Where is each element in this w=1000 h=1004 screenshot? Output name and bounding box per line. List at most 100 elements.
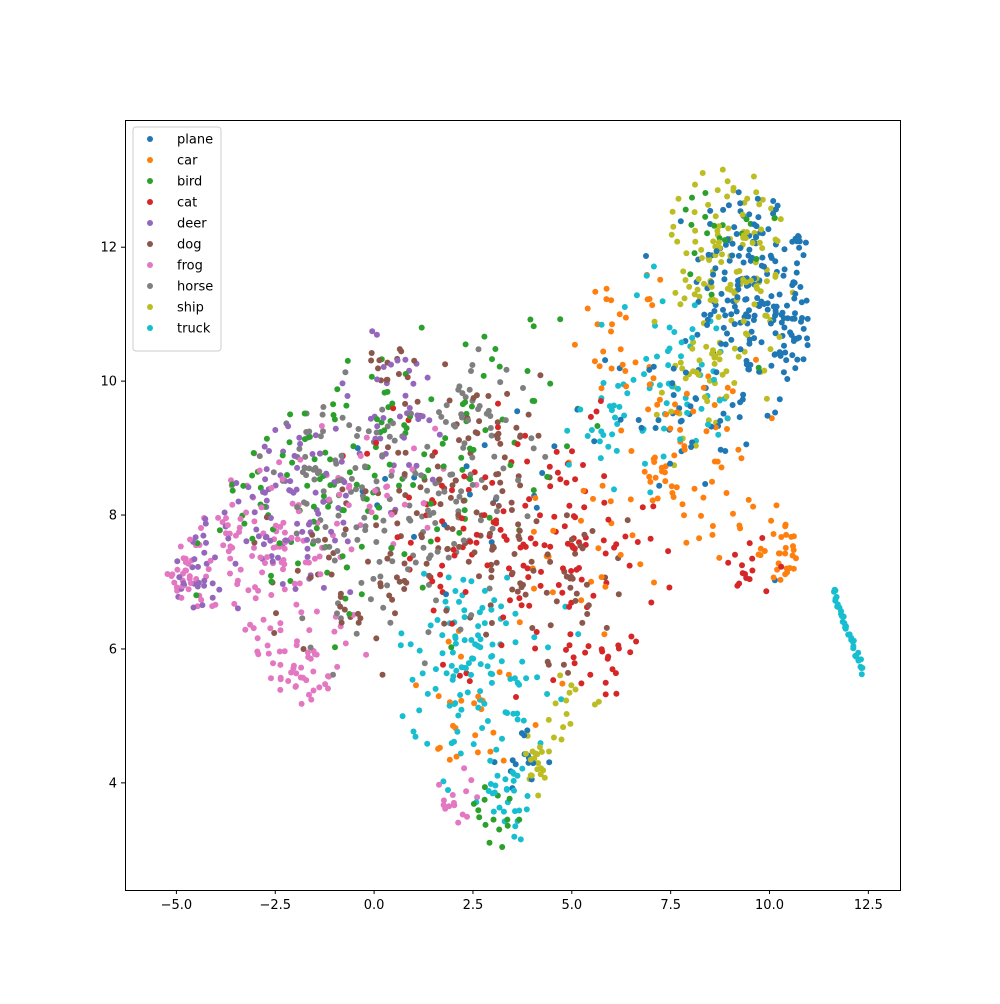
point-car (474, 749, 481, 756)
point-bird (475, 807, 482, 814)
point-cat (560, 565, 566, 572)
point-ship (675, 195, 682, 202)
point-truck (663, 400, 670, 407)
point-horse (405, 566, 411, 573)
point-truck (461, 637, 468, 644)
point-truck (449, 676, 456, 683)
point-truck (475, 623, 482, 630)
point-deer (415, 416, 422, 423)
point-frog (259, 569, 266, 576)
point-bird (687, 271, 694, 278)
point-frog (436, 781, 442, 788)
point-dog (568, 536, 575, 543)
point-bird (708, 291, 715, 298)
point-plane (772, 310, 779, 317)
point-bird (531, 398, 538, 404)
point-car (755, 551, 762, 558)
point-deer (413, 462, 420, 469)
point-bird (250, 450, 257, 456)
point-frog (255, 651, 262, 658)
point-cat (665, 548, 672, 555)
point-truck (715, 431, 722, 438)
point-horse (381, 527, 388, 534)
point-dog (396, 487, 403, 494)
point-car (736, 522, 743, 529)
point-car (532, 495, 539, 501)
point-plane (669, 380, 676, 387)
point-frog (384, 483, 391, 490)
point-bird (325, 503, 332, 510)
point-frog (440, 797, 447, 804)
point-horse (445, 554, 452, 561)
point-ship (557, 672, 564, 679)
point-cat (465, 486, 472, 493)
point-car (436, 744, 443, 751)
point-plane (746, 211, 753, 218)
point-cat (666, 584, 673, 591)
point-frog (227, 555, 234, 562)
point-horse (459, 390, 466, 397)
point-horse (466, 386, 473, 393)
point-truck (519, 765, 526, 772)
point-truck (596, 438, 603, 445)
point-deer (255, 533, 262, 540)
legend-label-deer: deer (177, 217, 207, 232)
point-plane (720, 306, 726, 313)
point-horse (320, 428, 326, 435)
point-truck (656, 382, 663, 389)
point-horse (458, 488, 465, 495)
point-car (673, 409, 680, 416)
point-deer (268, 553, 275, 560)
point-cat (598, 646, 605, 653)
point-plane (411, 533, 417, 540)
point-bird (711, 222, 718, 229)
point-car (782, 521, 789, 528)
point-cat (567, 631, 574, 638)
point-dog (501, 454, 508, 461)
point-truck (711, 376, 717, 383)
point-dog (569, 575, 576, 582)
point-horse (330, 671, 336, 678)
point-frog (267, 625, 274, 632)
point-dog (384, 555, 391, 562)
point-ship (677, 359, 684, 366)
point-bird (358, 591, 365, 598)
point-dog (398, 348, 405, 355)
point-frog (264, 554, 271, 561)
point-plane (764, 412, 771, 419)
point-car (446, 756, 453, 763)
point-bird (371, 472, 378, 479)
x-tick-label: −5.0 (161, 898, 193, 913)
point-truck (446, 702, 453, 709)
point-truck (465, 660, 472, 667)
point-cat (541, 542, 548, 549)
point-truck (485, 788, 492, 794)
point-plane (747, 361, 754, 368)
point-truck (616, 403, 623, 410)
point-ship (724, 193, 731, 200)
point-car (750, 503, 757, 510)
point-frog (366, 503, 373, 510)
point-plane (707, 311, 714, 318)
legend-marker-plane (147, 136, 153, 142)
point-cat (473, 531, 480, 538)
point-plane (728, 336, 735, 343)
point-frog (401, 501, 408, 508)
point-cat (601, 473, 608, 480)
point-ship (754, 285, 761, 292)
point-truck (449, 649, 456, 656)
point-car (783, 531, 790, 538)
point-plane (722, 241, 729, 248)
point-car (714, 458, 721, 465)
point-truck (484, 663, 491, 670)
point-car (646, 473, 653, 480)
point-deer (388, 361, 394, 368)
point-frog (345, 502, 352, 509)
point-cat (501, 533, 508, 540)
point-car (532, 722, 539, 728)
point-ship (719, 371, 726, 378)
point-truck (448, 740, 455, 747)
point-ship (715, 223, 722, 230)
point-bird (344, 564, 351, 571)
point-ship (744, 229, 750, 236)
